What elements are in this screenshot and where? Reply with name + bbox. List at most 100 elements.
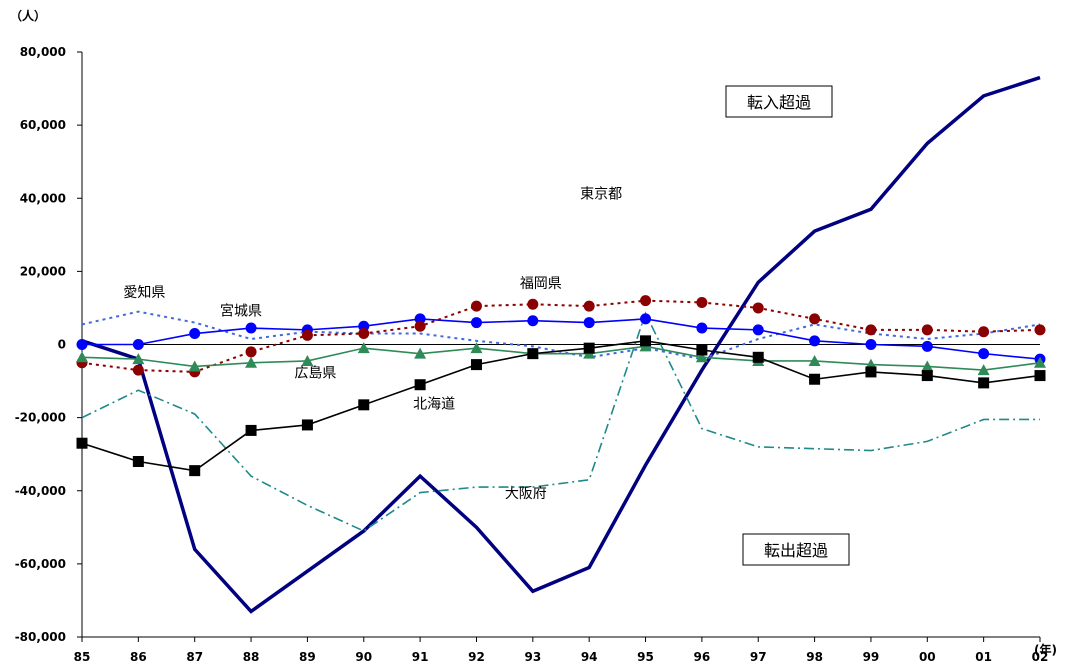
series-line-広島県 [81,345,1041,371]
data-point [132,353,145,365]
data-point [188,360,201,372]
data-point [978,348,990,360]
outflow-box [742,533,850,566]
data-point [245,424,257,436]
series-line-福岡県 [81,299,1041,373]
data-point [245,356,258,368]
data-point [132,364,144,376]
x-tick-label: 99 [863,650,880,664]
x-tick-label: 97 [750,650,767,664]
data-point [470,359,482,371]
data-point [132,339,144,350]
series-label: 広島県 [294,365,336,381]
data-point [470,300,482,312]
data-point [414,347,427,359]
outflow-annotation: 転出超過 [764,541,828,560]
data-point [414,320,426,332]
y-tick-label: 80,000 [20,45,66,59]
data-point [921,340,933,352]
x-tick-label: 87 [186,650,203,664]
data-point [696,322,708,334]
data-point [809,313,821,325]
x-tick-label: 86 [130,650,147,664]
data-point [301,419,313,431]
data-point [977,364,990,376]
data-point [921,324,933,336]
x-unit-label: (年) [1034,642,1057,657]
data-point [640,313,652,325]
data-point [696,344,708,356]
data-point [808,354,821,366]
data-point [583,300,595,312]
series-label: 宮城県 [220,303,262,319]
x-tick-label: 95 [637,650,654,664]
data-point [76,437,88,449]
data-point [470,342,483,354]
data-point [470,317,482,329]
series-label: 大阪府 [505,486,547,502]
data-point [696,296,708,308]
y-tick-label: -60,000 [15,557,66,571]
data-point [245,346,257,358]
data-point [695,351,708,363]
y-tick-label: -20,000 [15,411,66,425]
x-tick-label: 92 [468,650,485,664]
data-point [527,315,539,327]
series-line-愛知県 [81,310,1041,361]
data-point [752,351,764,363]
y-unit-label: （人） [10,8,46,23]
data-point [76,339,88,350]
inflow-box [725,85,833,118]
data-point [978,377,990,389]
series-label: 東京都 [580,186,622,202]
data-point [752,302,764,314]
x-tick-label: 98 [806,650,823,664]
y-tick-label: 20,000 [20,264,66,278]
data-point [527,348,539,360]
data-point [978,326,990,338]
inflow-annotation: 転入超過 [747,93,811,112]
plot-area: 80,000 60,000 40,000 20,000 0 -20,000 -40,000 -… [15,45,1049,664]
data-point [189,328,201,340]
series-line-大阪府 [81,311,1040,532]
y-tick-label: 0 [58,338,66,352]
x-tick-label: 90 [355,650,372,664]
data-point [189,465,201,477]
x-tick-label: 00 [919,650,936,664]
data-point [865,324,877,336]
data-point [640,295,652,307]
data-point [921,370,933,382]
x-tick-label: 93 [524,650,541,664]
y-tick-label: -80,000 [15,630,66,644]
data-point [358,399,370,411]
data-point [132,456,144,467]
data-point [921,360,934,372]
data-point [414,379,426,391]
data-point [76,351,88,363]
data-point [865,366,877,378]
data-point [752,324,764,336]
data-point [865,339,877,350]
data-point [583,317,595,329]
x-tick-label: 91 [412,650,429,664]
data-point [527,298,539,310]
x-tick-label: 89 [299,650,316,664]
series-line-宮城県 [82,318,1041,360]
data-point [301,354,314,366]
series-label: 愛知県 [123,284,165,301]
data-point [245,322,257,334]
data-point [1034,356,1046,368]
data-point [809,373,821,385]
data-point [640,335,652,347]
data-point [301,329,313,341]
x-tick-label: 88 [243,650,260,664]
x-tick-label: 02 [1032,650,1049,664]
x-tick-label: 01 [975,650,992,664]
data-point [357,342,370,354]
x-tick-label: 85 [74,650,91,664]
series-label: 北海道 [413,396,455,412]
x-tick-label: 96 [694,650,711,664]
series-line-北海道 [81,340,1041,472]
series-label: 福岡県 [520,276,562,292]
